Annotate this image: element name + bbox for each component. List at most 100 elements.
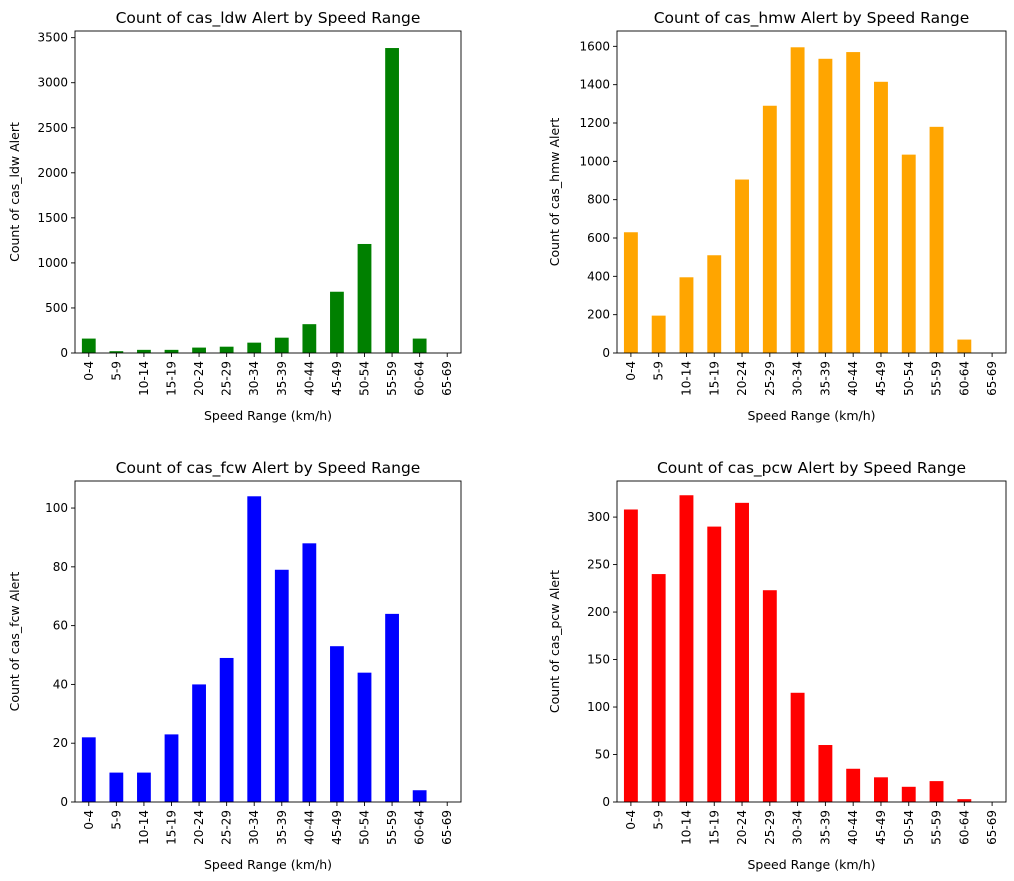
y-axis-label: Count of cas_fcw Alert — [7, 572, 22, 712]
bar-60-64 — [412, 790, 427, 802]
x-tick-label: 5-9 — [109, 810, 123, 830]
chart-panel-1: 0 500 1000 1500 2000 2500 3000 3500 0-4 5-9 10-14 1… — [7, 9, 462, 423]
bar-0-4 — [81, 737, 96, 802]
x-tick-label: 60-64 — [413, 361, 427, 396]
chart-title: Count of cas_ldw Alert by Speed Range — [116, 9, 421, 28]
bar-20-24 — [735, 179, 749, 353]
bar-50-54 — [357, 672, 372, 802]
bar-55-59 — [929, 126, 944, 353]
x-tick-label: 25-29 — [763, 361, 777, 396]
y-tick-label: 1000 — [37, 256, 68, 270]
x-tick-label: 5-9 — [652, 361, 666, 381]
bar-20-24 — [735, 502, 749, 802]
y-axis-label: Count of cas_hmw Alert — [547, 118, 562, 267]
x-tick-label: 35-39 — [818, 810, 832, 845]
bar-60-64 — [412, 338, 427, 353]
x-tick-label: 65-69 — [985, 810, 999, 845]
x-tick-label: 30-34 — [247, 361, 261, 396]
plot-frame — [616, 30, 1007, 354]
x-axis-label: Speed Range (km/h) — [204, 857, 332, 872]
bar-55-59 — [929, 781, 944, 802]
y-tick-label: 2000 — [37, 166, 68, 180]
x-tick-label: 55-59 — [930, 361, 944, 396]
y-tick-label: 0 — [602, 795, 610, 809]
bar-50-54 — [901, 154, 916, 354]
x-tick-label: 15-19 — [707, 810, 721, 845]
bar-10-14 — [679, 495, 694, 802]
y-tick-label: 250 — [587, 558, 610, 572]
bar-20-24 — [192, 347, 206, 353]
x-tick-label: 35-39 — [818, 361, 832, 396]
y-tick-label: 300 — [587, 510, 610, 524]
bar-25-29 — [219, 657, 234, 802]
bar-5-9 — [109, 772, 124, 802]
x-tick-label: 20-24 — [192, 361, 206, 396]
chart-panel-3: 0 20 40 60 80 100 0-4 5-9 10-14 15-19 20-24 25-29 30… — [7, 459, 462, 872]
x-tick-label: 55-59 — [385, 810, 399, 845]
bar-25-29 — [762, 590, 777, 802]
x-tick-label: 30-34 — [791, 361, 805, 396]
x-tick-label: 10-14 — [679, 361, 693, 396]
plot-frame — [74, 30, 462, 354]
x-tick-label: 20-24 — [735, 361, 749, 396]
x-tick-label: 25-29 — [763, 810, 777, 845]
bar-30-34 — [247, 342, 262, 353]
x-tick-label: 25-29 — [220, 361, 234, 396]
x-tick-label: 50-54 — [902, 361, 916, 396]
x-tick-label: 40-44 — [302, 361, 316, 396]
y-tick-label: 150 — [587, 653, 610, 667]
bar-45-49 — [330, 291, 344, 353]
x-tick-label: 50-54 — [358, 361, 372, 396]
bar-30-34 — [790, 692, 805, 802]
y-tick-label: 1600 — [579, 39, 610, 53]
x-tick-label: 60-64 — [957, 361, 971, 396]
y-tick-label: 200 — [587, 605, 610, 619]
x-tick-label: 10-14 — [137, 810, 151, 845]
bar-0-4 — [623, 509, 638, 802]
x-tick-label: 65-69 — [440, 810, 454, 845]
y-tick-label: 1200 — [579, 116, 610, 130]
x-axis-label: Speed Range (km/h) — [747, 408, 875, 423]
x-tick-label: 20-24 — [735, 810, 749, 845]
bar-5-9 — [651, 315, 666, 354]
x-tick-label: 40-44 — [302, 810, 316, 845]
bar-35-39 — [818, 745, 833, 802]
y-tick-label: 200 — [587, 308, 610, 322]
y-tick-label: 0 — [602, 346, 610, 360]
y-tick-label: 100 — [587, 700, 610, 714]
bar-25-29 — [219, 346, 234, 353]
x-tick-label: 45-49 — [330, 361, 344, 396]
x-tick-label: 30-34 — [791, 810, 805, 845]
x-tick-label: 5-9 — [652, 810, 666, 830]
bar-30-34 — [247, 496, 262, 802]
bar-40-44 — [846, 768, 861, 802]
bar-35-39 — [274, 337, 289, 353]
bar-60-64 — [957, 799, 972, 802]
x-tick-label: 50-54 — [358, 810, 372, 845]
x-tick-label: 15-19 — [165, 361, 179, 396]
x-tick-label: 55-59 — [930, 810, 944, 845]
x-tick-label: 45-49 — [874, 810, 888, 845]
y-tick-label: 2500 — [37, 121, 68, 135]
y-tick-label: 500 — [45, 301, 68, 315]
x-tick-label: 45-49 — [330, 810, 344, 845]
bar-35-39 — [274, 569, 289, 802]
x-tick-label: 0-4 — [82, 810, 96, 830]
bar-40-44 — [302, 543, 317, 802]
x-tick-label: 25-29 — [220, 810, 234, 845]
bar-25-29 — [762, 105, 777, 353]
y-tick-label: 40 — [53, 677, 68, 691]
x-axis-label: Speed Range (km/h) — [747, 857, 875, 872]
y-tick-label: 600 — [587, 231, 610, 245]
bar-10-14 — [137, 349, 151, 353]
chart-panel-4: 0 50 100 150 200 250 300 0-4 5-9 10-14 15-19 20-24 2… — [547, 459, 1007, 872]
bar-15-19 — [164, 734, 179, 802]
y-tick-label: 3000 — [37, 76, 68, 90]
y-tick-label: 1400 — [579, 78, 610, 92]
y-tick-label: 80 — [53, 560, 68, 574]
bar-5-9 — [651, 574, 666, 802]
bar-60-64 — [957, 339, 972, 353]
bar-10-14 — [679, 277, 694, 353]
x-tick-label: 0-4 — [82, 361, 96, 381]
